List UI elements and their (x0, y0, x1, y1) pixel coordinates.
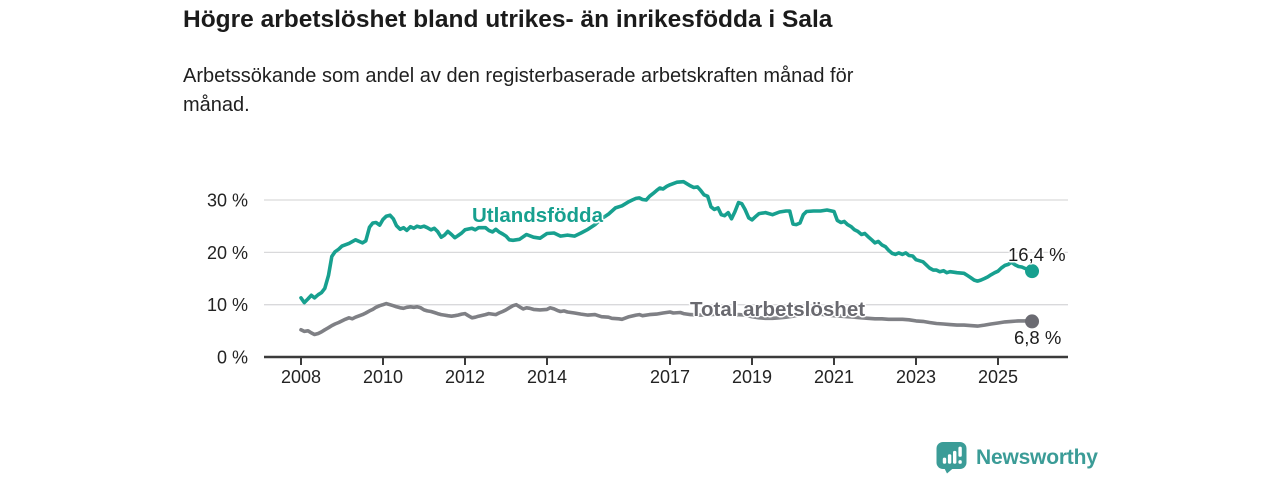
end-value-total-arbetsloshet: 6,8 % (1014, 327, 1062, 348)
svg-text:2019: 2019 (732, 367, 772, 387)
svg-text:30 %: 30 % (207, 191, 248, 211)
chart-subtitle-line-2: månad. (183, 94, 250, 116)
svg-text:2017: 2017 (650, 367, 690, 387)
newsworthy-logo-icon (936, 442, 967, 474)
series-label-total-arbetsloshet: Total arbetslöshet (690, 298, 866, 321)
page-title: Högre arbetslöshet bland utrikes- än inr… (183, 6, 833, 33)
svg-text:2023: 2023 (896, 367, 936, 387)
svg-text:2008: 2008 (281, 367, 321, 387)
newsworthy-logo-text: Newsworthy (976, 445, 1098, 469)
svg-text:20 %: 20 % (207, 243, 248, 263)
svg-text:2014: 2014 (527, 367, 567, 387)
chart-subtitle: Arbetssökande som andel av den registerb… (183, 62, 853, 120)
newsworthy-logo[interactable]: Newsworthy (936, 441, 1098, 474)
svg-text:10 %: 10 % (207, 295, 248, 315)
svg-text:0 %: 0 % (217, 348, 248, 368)
end-value-utlandsfodda: 16,4 % (1008, 244, 1066, 265)
svg-text:2010: 2010 (363, 367, 403, 387)
series-label-utlandsfodda: Utlandsfödda (472, 204, 603, 227)
svg-text:2025: 2025 (978, 367, 1018, 387)
svg-text:2021: 2021 (814, 367, 854, 387)
chart-subtitle-line-1: Arbetssökande som andel av den registerb… (183, 65, 854, 87)
svg-text:2012: 2012 (445, 367, 485, 387)
